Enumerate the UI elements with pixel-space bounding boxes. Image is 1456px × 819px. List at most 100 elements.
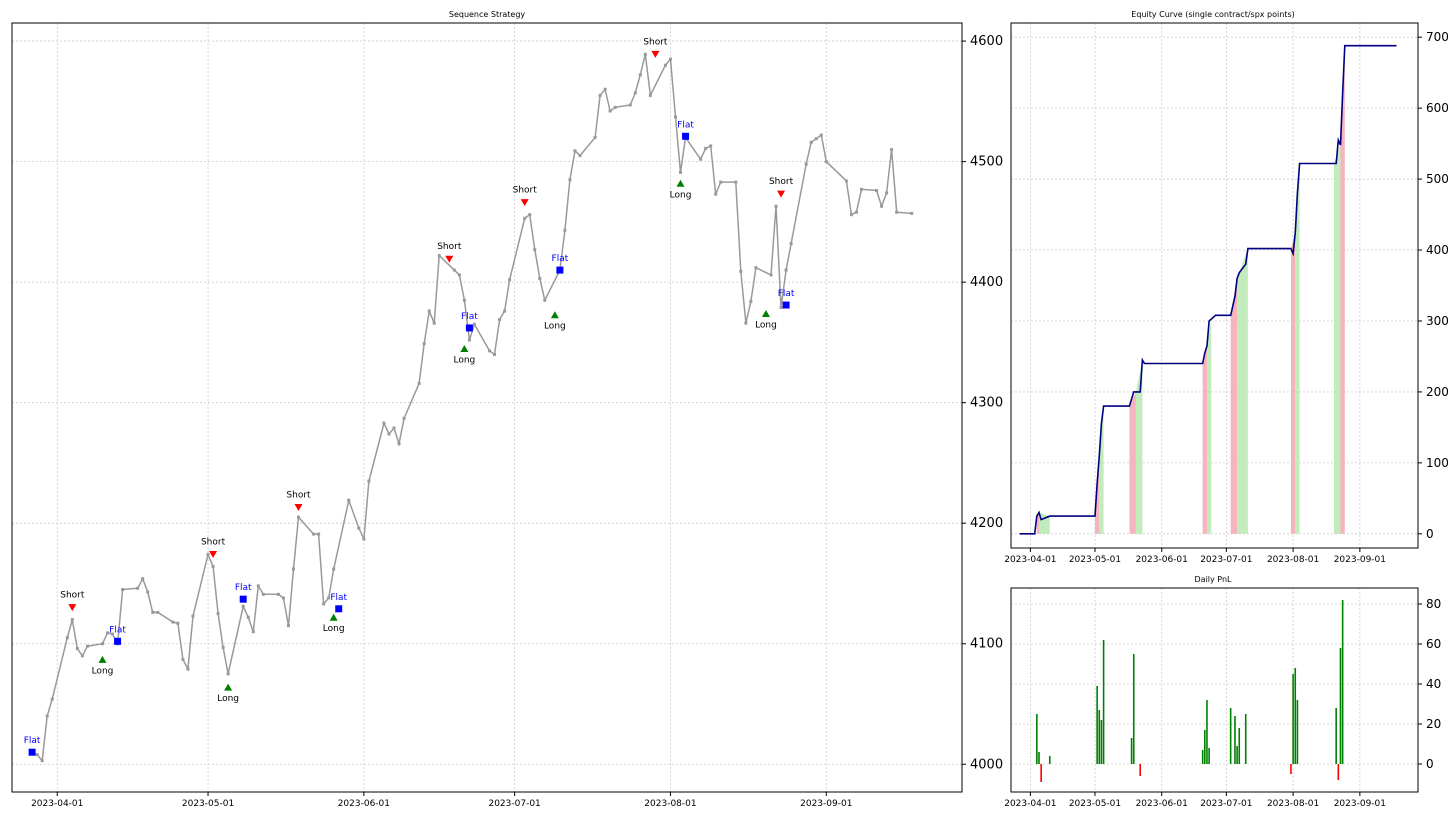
short-label: Short [437, 242, 462, 252]
price-point [679, 170, 683, 174]
long-label: Long [670, 190, 692, 200]
pnl-bar [1339, 648, 1342, 764]
equity-shade-band [1237, 248, 1248, 534]
pnl-bar [1201, 750, 1204, 764]
price-point [543, 298, 547, 302]
pnl-bar [1234, 716, 1236, 764]
price-point [281, 596, 285, 600]
price-point [276, 592, 280, 596]
price-point [261, 592, 265, 596]
price-point [241, 604, 245, 608]
price-point [286, 624, 290, 628]
signal-long: Long [755, 309, 777, 330]
price-point [739, 269, 743, 273]
price-point [136, 586, 140, 590]
price-point [176, 621, 180, 625]
price-point [754, 266, 758, 270]
price-point [226, 672, 230, 676]
pnl-bar [1038, 752, 1040, 764]
price-point [367, 479, 371, 483]
price-point [462, 298, 466, 302]
price-point [598, 93, 602, 97]
short-marker [651, 50, 660, 58]
price-point [45, 714, 49, 718]
price-point [65, 636, 69, 640]
price-x-tick-label: 2023-08-01 [644, 799, 696, 809]
price-y-tick-label: 4600 [970, 34, 1003, 49]
price-point [578, 154, 582, 158]
flat-marker [239, 595, 247, 603]
price-point [498, 318, 502, 322]
price-point [804, 162, 808, 166]
price-point [844, 179, 848, 183]
price-point [452, 268, 456, 272]
price-x-axis: 2023-04-01 2023-05-01 2023-06-01 2023-07-01… [31, 792, 852, 809]
price-point [256, 584, 260, 588]
price-point [668, 57, 672, 61]
price-point [859, 187, 863, 191]
equity-x-axis: 2023-04-01 2023-05-01 2023-06-01 2023-07-01… [1004, 548, 1386, 565]
price-point [910, 211, 914, 215]
price-point [75, 647, 79, 651]
signal-markers: Flat Short Long Flat Short Long Flat Short Long F… [24, 37, 795, 756]
long-marker [98, 655, 107, 663]
long-label: Long [755, 320, 777, 330]
price-point [70, 618, 74, 622]
flat-label: Flat [552, 254, 569, 264]
price-point [744, 321, 748, 325]
price-point [111, 632, 115, 636]
price-point [849, 213, 853, 217]
price-x-tick-label: 2023-09-01 [800, 799, 852, 809]
price-point [774, 204, 778, 208]
price-point [472, 322, 476, 326]
pnl-x-axis: 2023-04-01 2023-05-01 2023-06-01 2023-07-01… [1004, 792, 1386, 809]
short-marker [777, 190, 786, 198]
price-grid [12, 23, 962, 792]
price-y-tick-label: 4300 [970, 396, 1003, 411]
short-marker [68, 604, 77, 612]
pnl-bar [1208, 748, 1210, 764]
long-marker [761, 309, 770, 317]
price-point [80, 654, 84, 658]
equity-x-tick-label: 2023-04-01 [1004, 555, 1056, 565]
signal-short: Short [60, 591, 85, 612]
pnl-bar [1100, 720, 1103, 764]
price-point [528, 213, 532, 217]
equity-line [1019, 44, 1397, 535]
price-chart: Sequence Strategy Flat Short Long Flat Short… [11, 10, 1003, 809]
price-point [322, 602, 326, 606]
short-marker [294, 504, 303, 512]
price-point [508, 278, 512, 282]
price-point [704, 146, 708, 150]
pnl-bar [1048, 756, 1051, 764]
price-point [819, 133, 823, 137]
signal-flat: Flat [330, 593, 348, 613]
pnl-bar [1296, 700, 1299, 764]
price-point [854, 210, 858, 214]
pnl-bar [1036, 714, 1038, 764]
price-y-tick-label: 4500 [970, 155, 1003, 170]
equity-y-tick-label: 100 [1426, 456, 1449, 470]
pnl-bars [1036, 600, 1344, 782]
price-point [191, 614, 195, 618]
pnl-bar [1040, 764, 1042, 782]
price-point [382, 421, 386, 425]
price-line [31, 54, 912, 763]
long-label: Long [453, 355, 475, 365]
price-point [221, 645, 225, 649]
equity-x-tick-label: 2023-07-01 [1200, 555, 1252, 565]
pnl-x-tick-label: 2023-08-01 [1267, 799, 1319, 809]
price-point [397, 442, 401, 446]
pnl-bar [1341, 600, 1344, 764]
price-point [749, 299, 753, 303]
long-label: Long [217, 694, 239, 704]
flat-label: Flat [778, 289, 795, 299]
pnl-bar [1102, 640, 1105, 764]
equity-y-tick-label: 400 [1426, 243, 1449, 257]
daily-pnl-chart: Daily PnL 2023-04-01 2023-05-01 2023-06-01… [1004, 575, 1441, 809]
signal-flat: Flat [461, 312, 478, 332]
flat-label: Flat [24, 736, 41, 746]
short-label: Short [643, 37, 668, 47]
price-x-tick-label: 2023-05-01 [182, 799, 234, 809]
price-point [467, 338, 471, 342]
